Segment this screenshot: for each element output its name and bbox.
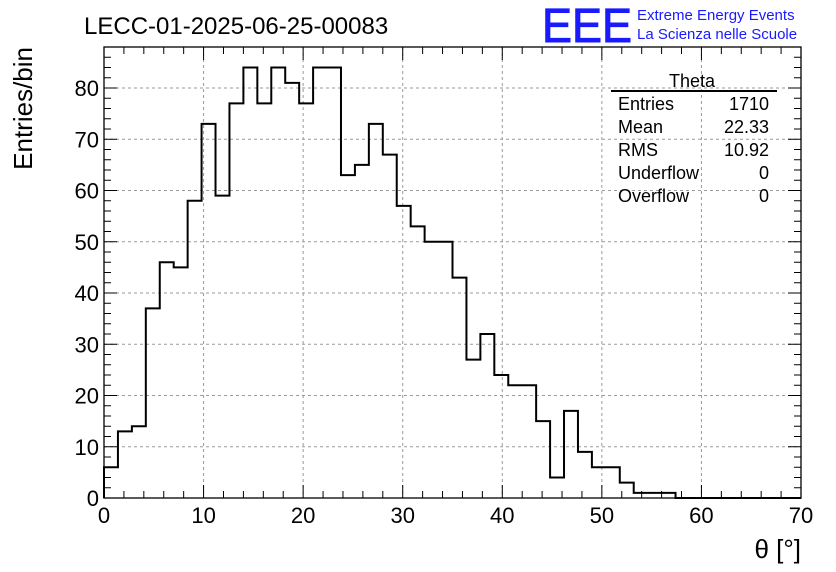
stats-row-label: Entries	[618, 94, 674, 114]
stats-row: Underflow 0	[618, 163, 769, 183]
stats-row-label: Mean	[618, 117, 663, 137]
x-tick-label: 20	[291, 503, 315, 528]
axis-ticks	[103, 46, 802, 499]
y-tick-label: 10	[75, 435, 99, 460]
x-axis-title: θ [°]	[754, 534, 801, 564]
stats-row-value: 0	[759, 163, 769, 183]
stats-row: RMS 10.92	[618, 140, 769, 160]
grid-lines	[104, 47, 801, 498]
x-tick-label: 40	[490, 503, 514, 528]
eee-logo-mark: EEE	[542, 0, 632, 53]
stats-row-value: 10.92	[724, 140, 769, 160]
y-tick-label: 70	[75, 127, 99, 152]
stats-row-value: 22.33	[724, 117, 769, 137]
y-tick-label: 80	[75, 76, 99, 101]
y-axis-title: Entries/bin	[8, 47, 38, 170]
stats-row-label: Underflow	[618, 163, 700, 183]
y-tick-labels: 0 10 20 30 40 50 60 70 80	[75, 76, 99, 511]
y-tick-label: 50	[75, 230, 99, 255]
x-tick-label: 70	[789, 503, 813, 528]
stats-box: Theta Entries 1710 Mean 22.33 RMS 10.92 Underf…	[611, 71, 777, 206]
x-tick-labels: 0 10 20 30 40 50 60 70	[98, 503, 813, 528]
stats-row: Mean 22.33	[618, 117, 769, 137]
x-tick-label: 60	[689, 503, 713, 528]
stats-box-title: Theta	[669, 71, 716, 91]
x-tick-label: 50	[590, 503, 614, 528]
y-tick-label: 40	[75, 281, 99, 306]
x-tick-label: 30	[390, 503, 414, 528]
eee-logo-line2: La Scienza nelle Scuole	[637, 26, 797, 43]
y-tick-label: 30	[75, 332, 99, 357]
y-tick-label: 60	[75, 179, 99, 204]
eee-logo-line1: Extreme Energy Events	[637, 7, 795, 24]
histogram-line	[103, 66, 801, 499]
stats-row: Overflow 0	[618, 186, 769, 206]
stats-row: Entries 1710	[618, 94, 769, 114]
x-tick-label: 0	[98, 503, 110, 528]
x-tick-label: 10	[191, 503, 215, 528]
y-tick-label: 20	[75, 384, 99, 409]
y-tick-label: 0	[87, 486, 99, 511]
stats-row-value: 0	[759, 186, 769, 206]
stats-row-value: 1710	[729, 94, 769, 114]
eee-logo: EEE Extreme Energy Events La Scienza nel…	[542, 0, 798, 54]
chart-title: LECC-01-2025-06-25-00083	[84, 13, 388, 40]
stats-row-label: Overflow	[618, 186, 690, 206]
stats-row-label: RMS	[618, 140, 658, 160]
